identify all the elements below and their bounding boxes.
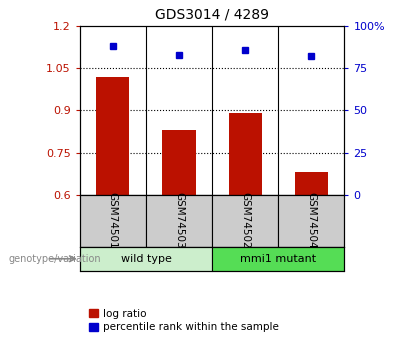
Text: wild type: wild type bbox=[121, 254, 171, 264]
Bar bbox=[212, 195, 278, 247]
Bar bbox=[146, 195, 212, 247]
Bar bbox=[295, 172, 328, 195]
Legend: log ratio, percentile rank within the sample: log ratio, percentile rank within the sa… bbox=[85, 305, 283, 336]
Text: GSM74501: GSM74501 bbox=[108, 193, 118, 249]
Text: GSM74503: GSM74503 bbox=[174, 193, 184, 249]
Bar bbox=[80, 195, 146, 247]
Bar bbox=[96, 77, 129, 195]
Bar bbox=[278, 195, 344, 247]
Text: genotype/variation: genotype/variation bbox=[8, 255, 101, 264]
Text: GSM74502: GSM74502 bbox=[240, 193, 250, 249]
Text: GSM74504: GSM74504 bbox=[306, 193, 316, 249]
Bar bbox=[163, 130, 196, 195]
Bar bbox=[80, 247, 212, 271]
Bar bbox=[228, 113, 262, 195]
Text: mmi1 mutant: mmi1 mutant bbox=[240, 254, 316, 264]
Bar bbox=[212, 247, 344, 271]
Title: GDS3014 / 4289: GDS3014 / 4289 bbox=[155, 8, 269, 22]
